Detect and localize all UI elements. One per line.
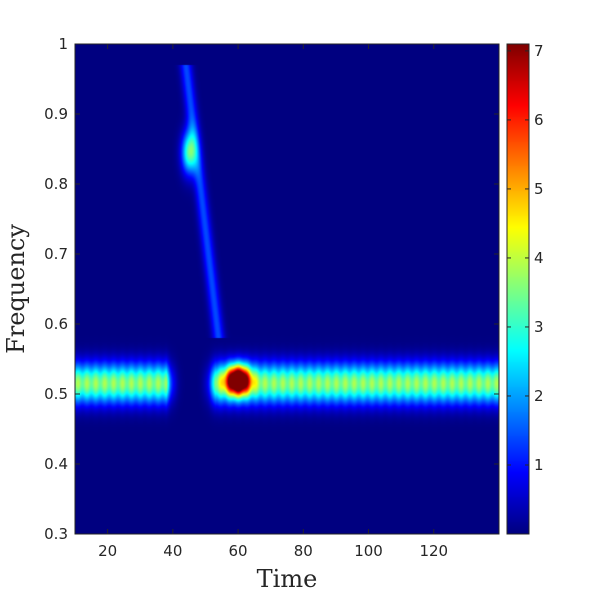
x-axis-title: Time	[257, 565, 318, 593]
y-tick-label: 0.9	[44, 105, 68, 123]
heatmap-image	[75, 44, 499, 534]
colorbar-ticks: 1 2 3 4 5 6 7	[507, 42, 544, 474]
colorbar-frame	[506, 43, 530, 535]
colorbar-tick-label: 2	[534, 387, 544, 405]
colorbar-tick-label: 6	[534, 111, 544, 129]
colorbar-tick-label: 1	[534, 456, 544, 474]
plot-area	[74, 43, 500, 535]
colorbar-tick-label: 7	[534, 42, 544, 60]
y-tick-label: 0.4	[44, 455, 68, 473]
y-tick-label: 0.6	[44, 315, 68, 333]
x-tick-label: 120	[419, 542, 448, 560]
y-tick-label: 0.5	[44, 385, 68, 403]
x-tick-label: 60	[229, 542, 248, 560]
colorbar: 1 2 3 4 5 6 7	[506, 42, 544, 535]
y-axis: 0.3 0.4 0.5 0.6 0.7 0.8 0.9 1	[44, 35, 499, 543]
y-axis-title: Frequency	[2, 224, 30, 354]
plot-frame	[74, 43, 500, 535]
y-tick-label: 1	[58, 35, 68, 53]
colorbar-gradient	[507, 44, 529, 534]
colorbar-tick-label: 3	[534, 318, 544, 336]
x-tick-label: 80	[294, 542, 313, 560]
y-tick-label: 0.8	[44, 175, 68, 193]
colorbar-tick-label: 5	[534, 180, 544, 198]
x-tick-label: 100	[354, 542, 383, 560]
colorbar-tick-label: 4	[534, 249, 544, 267]
x-axis: 20 40 60 80 100 120	[98, 44, 448, 560]
y-tick-label: 0.7	[44, 245, 68, 263]
x-tick-label: 20	[98, 542, 117, 560]
y-tick-label: 0.3	[44, 525, 68, 543]
x-tick-label: 40	[163, 542, 182, 560]
